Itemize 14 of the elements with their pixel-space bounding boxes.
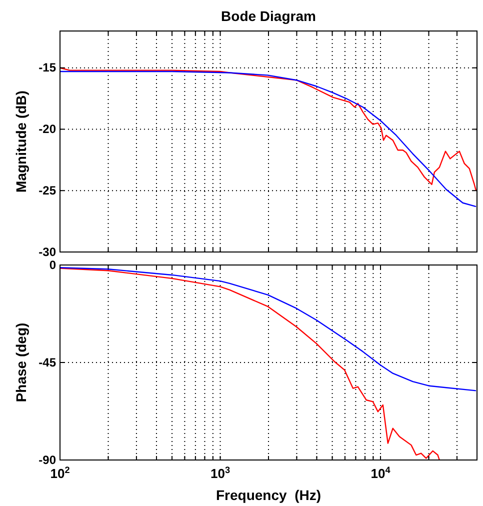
y-axis-title: Magnitude (dB) xyxy=(13,90,29,192)
y-tick-label: -15 xyxy=(38,60,56,75)
y-axis-title: Phase (deg) xyxy=(13,322,29,402)
x-axis-title: Frequency (Hz) xyxy=(216,487,322,503)
y-tick-label: -90 xyxy=(38,452,56,467)
y-tick-label: -25 xyxy=(38,183,56,198)
y-tick-label: -45 xyxy=(38,355,56,370)
x-tick-label: 10$^{3}$ xyxy=(210,465,230,481)
chart-title: Bode Diagram xyxy=(221,8,316,24)
x-tick-label: 10$^{2}$ xyxy=(50,465,70,481)
y-tick-label: -30 xyxy=(38,244,56,259)
x-tick-label: 10$^{4}$ xyxy=(370,465,392,481)
y-tick-label: 0 xyxy=(49,258,56,272)
y-tick-label: -20 xyxy=(38,122,56,136)
